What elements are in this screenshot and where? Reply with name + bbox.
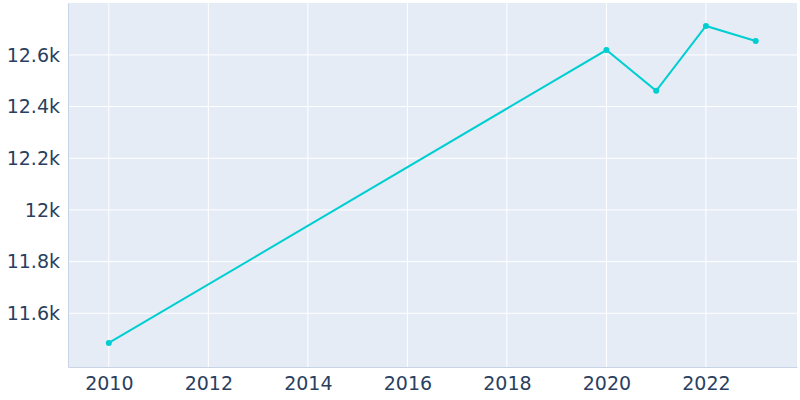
x-tick: 2020: [583, 367, 631, 394]
marker: [106, 340, 112, 346]
grid-line-y: [68, 261, 797, 262]
y-tick-label: 12.2k: [7, 147, 60, 169]
x-tick: 2012: [185, 367, 233, 394]
line: [109, 26, 756, 343]
marker: [603, 47, 609, 53]
x-tick: 2014: [284, 367, 332, 394]
x-tick: 2018: [483, 367, 531, 394]
y-tick-label: 12k: [25, 199, 60, 221]
y-axis-line: [68, 4, 69, 368]
x-tick-label: 2022: [682, 372, 730, 394]
grid-line-x: [307, 3, 308, 367]
y-tick: 11.6k: [7, 302, 68, 324]
marker: [653, 88, 659, 94]
marker: [753, 38, 759, 44]
grid-line-x: [705, 3, 706, 367]
plot: 2010 2012 2014 2016 2018 2020 2022 11.6k 11.8k 12…: [7, 3, 798, 394]
x-axis-line: [69, 367, 798, 368]
plot-background: [68, 3, 797, 367]
y-tick: 12k: [25, 199, 68, 221]
series: [106, 23, 759, 346]
x-tick-label: 2010: [85, 372, 133, 394]
grid-line-x: [208, 3, 209, 367]
x-tick: 2016: [384, 367, 432, 394]
x-axis: 2010 2012 2014 2016 2018 2020 2022: [69, 367, 798, 394]
x-tick: 2010: [85, 367, 133, 394]
grid-line-y: [68, 158, 797, 159]
marker: [703, 23, 709, 29]
grid-line-y: [68, 54, 797, 55]
grid-line-x: [407, 3, 408, 367]
y-tick-label: 12.4k: [7, 95, 60, 117]
grid-line-x: [506, 3, 507, 367]
y-tick-label: 11.8k: [7, 250, 60, 272]
x-tick-label: 2014: [284, 372, 332, 394]
y-tick: 12.6k: [7, 44, 68, 66]
x-tick-label: 2020: [583, 372, 631, 394]
x-tick-label: 2016: [384, 372, 432, 394]
x-tick: 2022: [682, 367, 730, 394]
y-tick-label: 11.6k: [7, 302, 60, 324]
grid-line-x: [108, 3, 109, 367]
y-axis: 11.6k 11.8k 12k 12.2k 12.4k 12.6k: [7, 4, 69, 368]
grid-line-y: [68, 313, 797, 314]
y-tick: 12.4k: [7, 95, 68, 117]
y-tick: 12.2k: [7, 147, 68, 169]
grid: [68, 3, 797, 367]
y-tick-label: 12.6k: [7, 44, 60, 66]
grid-line-y: [68, 106, 797, 107]
x-tick-label: 2018: [483, 372, 531, 394]
x-tick-label: 2012: [185, 372, 233, 394]
grid-line-x: [606, 3, 607, 367]
grid-line-y: [68, 209, 797, 210]
y-tick: 11.8k: [7, 250, 68, 272]
chart: 2010 2012 2014 2016 2018 2020 2022 11.6k 11.8k 12…: [0, 0, 800, 400]
